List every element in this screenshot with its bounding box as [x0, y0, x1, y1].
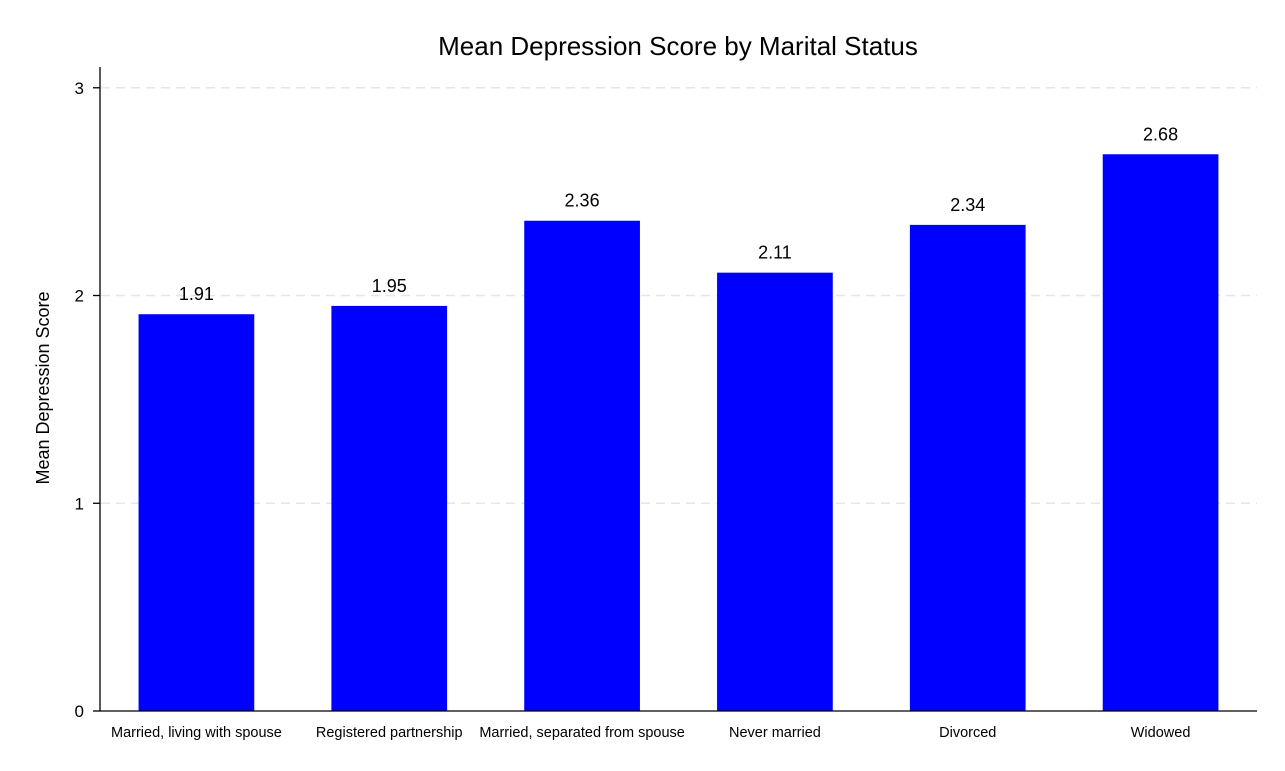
x-tick-label: Married, separated from spouse — [479, 725, 685, 741]
x-tick-label: Registered partnership — [316, 725, 463, 741]
bar — [909, 224, 1026, 712]
y-axis-label: Mean Depression Score — [33, 291, 53, 484]
x-tick-label: Divorced — [939, 725, 996, 741]
y-tick-label: 0 — [75, 702, 84, 721]
y-tick-label: 3 — [75, 79, 84, 98]
bars: 1.91 1.95 2.36 2.11 2.34 2.68 — [138, 124, 1219, 712]
bar — [1102, 154, 1219, 712]
bar-value-label: 2.11 — [758, 243, 792, 263]
bar — [524, 220, 640, 711]
axes: Married, living with spouse Registered pa… — [75, 67, 1257, 741]
bar — [331, 305, 448, 711]
y-tick-label: 2 — [75, 287, 84, 306]
bar-value-label: 2.68 — [1143, 124, 1178, 144]
y-tick-label: 1 — [75, 494, 84, 513]
bar-value-label: 2.34 — [950, 195, 985, 215]
x-tick-label: Never married — [729, 725, 821, 741]
bar — [717, 272, 833, 711]
chart-title: Mean Depression Score by Marital Status — [438, 31, 918, 61]
bar-value-label: 2.36 — [565, 191, 600, 211]
x-tick-label: Widowed — [1131, 725, 1191, 741]
bar — [138, 314, 255, 711]
bar-value-label: 1.95 — [372, 276, 407, 296]
gridlines — [101, 87, 1257, 505]
bar-value-label: 1.91 — [179, 284, 214, 304]
x-tick-label: Married, living with spouse — [111, 725, 282, 741]
